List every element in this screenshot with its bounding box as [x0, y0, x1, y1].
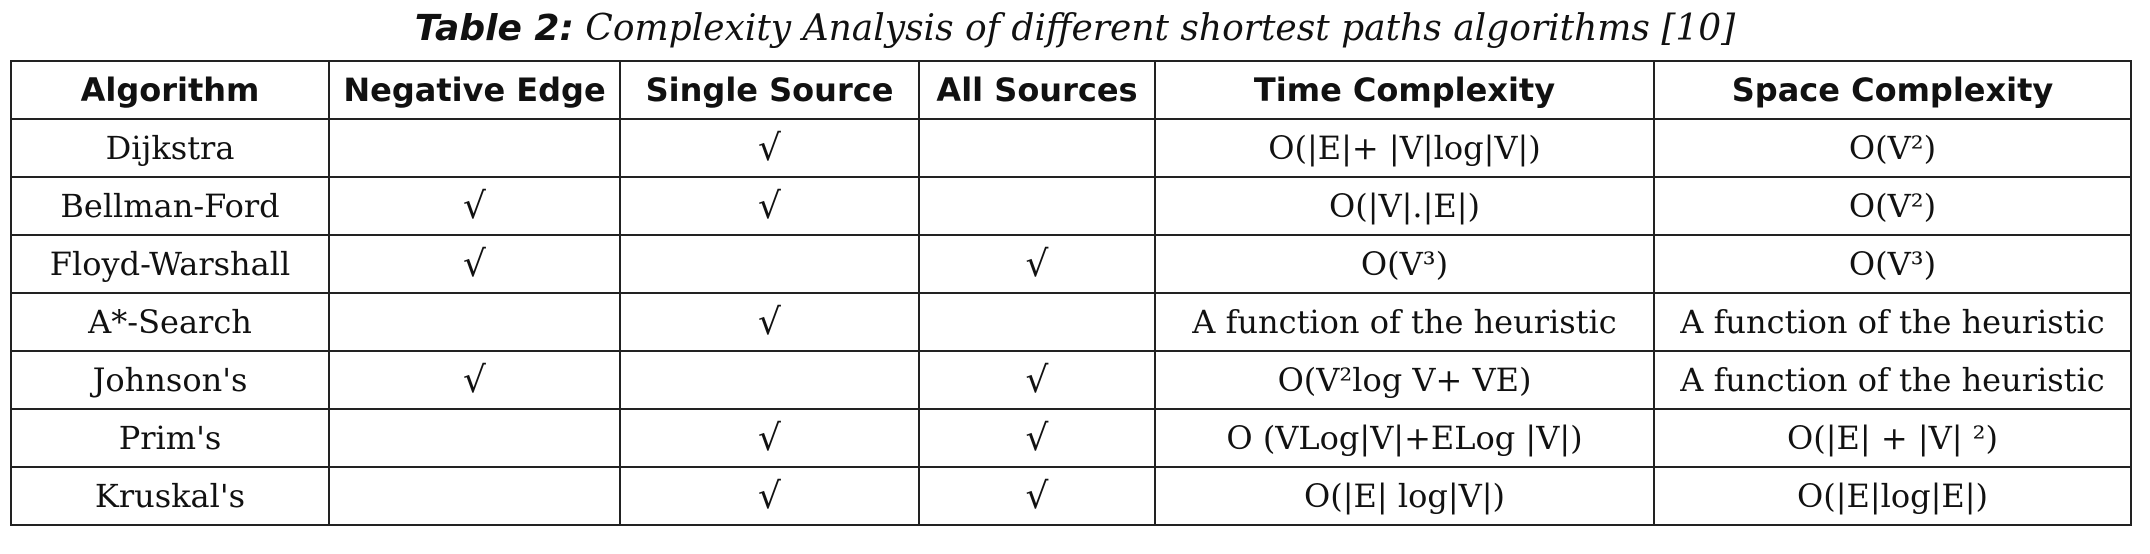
space-complexity-cell: A function of the heuristic — [1653, 292, 2132, 352]
table-row: A*-Search √ A function of the heuristic … — [10, 292, 2132, 352]
algorithm-cell: Dijkstra — [10, 118, 330, 178]
time-complexity-cell: O(|E| log|V|) — [1154, 466, 1655, 526]
table-caption: Table 2: Complexity Analysis of differen… — [0, 4, 2150, 54]
time-complexity-cell: O (VLog|V|+ELog |V|) — [1154, 408, 1655, 468]
table-row: Prim's √ √ O (VLog|V|+ELog |V|) O(|E| + … — [10, 408, 2132, 468]
all-sources-cell — [918, 176, 1156, 236]
header-algorithm: Algorithm — [10, 60, 330, 120]
single-source-cell — [619, 350, 920, 410]
time-complexity-cell: O(V²log V+ VE) — [1154, 350, 1655, 410]
algorithm-cell: Bellman-Ford — [10, 176, 330, 236]
table-row: Johnson's √ √ O(V²log V+ VE) A function … — [10, 350, 2132, 410]
space-complexity-cell: O(|E| + |V| ²) — [1653, 408, 2132, 468]
all-sources-cell: √ — [918, 350, 1156, 410]
algorithm-cell: Kruskal's — [10, 466, 330, 526]
table-row: Floyd-Warshall √ √ O(V³) O(V³) — [10, 234, 2132, 294]
header-space-complexity: Space Complexity — [1653, 60, 2132, 120]
header-time-complexity: Time Complexity — [1154, 60, 1655, 120]
all-sources-cell — [918, 118, 1156, 178]
single-source-cell: √ — [619, 292, 920, 352]
complexity-table: Algorithm Negative Edge Single Source Al… — [10, 60, 2132, 526]
algorithm-cell: Johnson's — [10, 350, 330, 410]
caption-text: Complexity Analysis of different shortes… — [573, 8, 1736, 49]
table-row: Dijkstra √ O(|E|+ |V|log|V|) O(V²) — [10, 118, 2132, 178]
single-source-cell: √ — [619, 176, 920, 236]
caption-label: Table 2: — [414, 8, 574, 49]
negative-edge-cell: √ — [328, 350, 621, 410]
single-source-cell: √ — [619, 466, 920, 526]
header-negative-edge: Negative Edge — [328, 60, 621, 120]
negative-edge-cell: √ — [328, 234, 621, 294]
time-complexity-cell: O(|V|.|E|) — [1154, 176, 1655, 236]
header-all-sources: All Sources — [918, 60, 1156, 120]
time-complexity-cell: O(V³) — [1154, 234, 1655, 294]
single-source-cell — [619, 234, 920, 294]
negative-edge-cell — [328, 408, 621, 468]
negative-edge-cell — [328, 118, 621, 178]
negative-edge-cell — [328, 466, 621, 526]
header-single-source: Single Source — [619, 60, 920, 120]
algorithm-cell: A*-Search — [10, 292, 330, 352]
table-row: Bellman-Ford √ √ O(|V|.|E|) O(V²) — [10, 176, 2132, 236]
algorithm-cell: Floyd-Warshall — [10, 234, 330, 294]
space-complexity-cell: O(V²) — [1653, 176, 2132, 236]
time-complexity-cell: O(|E|+ |V|log|V|) — [1154, 118, 1655, 178]
table-row: Kruskal's √ √ O(|E| log|V|) O(|E|log|E|) — [10, 466, 2132, 526]
space-complexity-cell: A function of the heuristic — [1653, 350, 2132, 410]
header-row: Algorithm Negative Edge Single Source Al… — [10, 60, 2132, 120]
algorithm-cell: Prim's — [10, 408, 330, 468]
space-complexity-cell: O(V²) — [1653, 118, 2132, 178]
negative-edge-cell: √ — [328, 176, 621, 236]
all-sources-cell: √ — [918, 408, 1156, 468]
all-sources-cell: √ — [918, 234, 1156, 294]
time-complexity-cell: A function of the heuristic — [1154, 292, 1655, 352]
single-source-cell: √ — [619, 118, 920, 178]
single-source-cell: √ — [619, 408, 920, 468]
space-complexity-cell: O(|E|log|E|) — [1653, 466, 2132, 526]
negative-edge-cell — [328, 292, 621, 352]
all-sources-cell: √ — [918, 466, 1156, 526]
space-complexity-cell: O(V³) — [1653, 234, 2132, 294]
all-sources-cell — [918, 292, 1156, 352]
